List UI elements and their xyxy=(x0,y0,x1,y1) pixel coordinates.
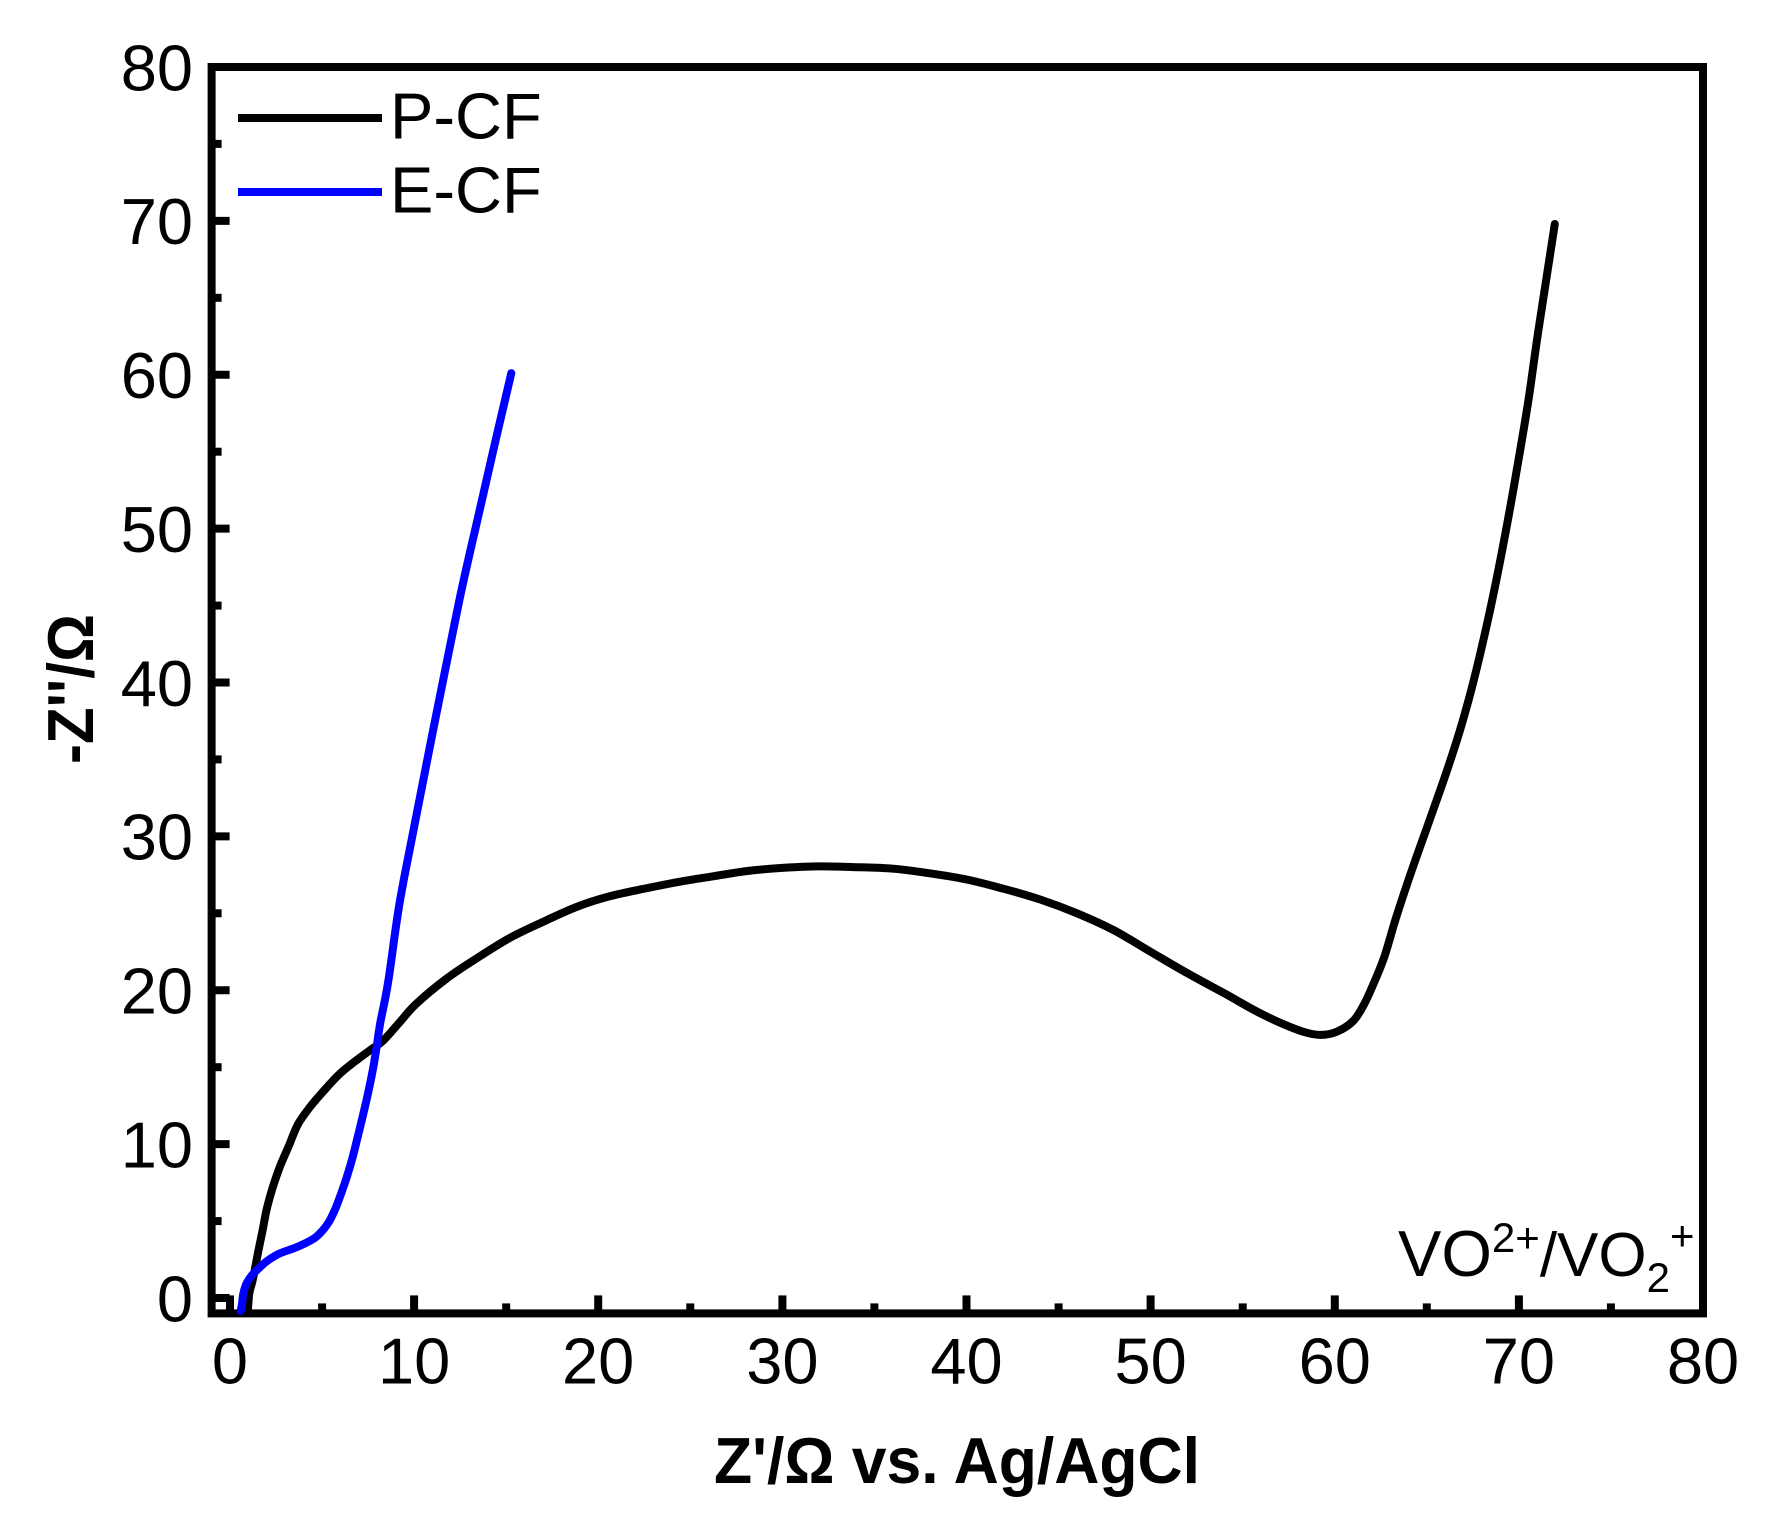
svg-text:30: 30 xyxy=(121,801,193,874)
svg-text:VO2+/VO2+: VO2+/VO2+ xyxy=(1398,1212,1695,1301)
svg-text:20: 20 xyxy=(121,955,193,1028)
svg-text:80: 80 xyxy=(1667,1325,1739,1398)
svg-text:40: 40 xyxy=(121,647,193,720)
svg-text:E-CF: E-CF xyxy=(390,154,542,227)
svg-text:60: 60 xyxy=(1299,1325,1371,1398)
svg-text:50: 50 xyxy=(121,493,193,566)
svg-text:20: 20 xyxy=(562,1325,634,1398)
svg-text:Z'/Ω vs. Ag/AgCl: Z'/Ω vs. Ag/AgCl xyxy=(714,1424,1200,1497)
svg-text:60: 60 xyxy=(121,339,193,412)
svg-text:0: 0 xyxy=(212,1325,248,1398)
svg-text:0: 0 xyxy=(157,1262,193,1335)
svg-text:70: 70 xyxy=(121,185,193,258)
svg-text:10: 10 xyxy=(121,1108,193,1181)
svg-text:50: 50 xyxy=(1114,1325,1186,1398)
svg-text:-Z''/Ω: -Z''/Ω xyxy=(34,614,107,764)
svg-text:80: 80 xyxy=(121,31,193,104)
svg-text:P-CF: P-CF xyxy=(390,80,542,153)
svg-text:10: 10 xyxy=(378,1325,450,1398)
svg-text:30: 30 xyxy=(746,1325,818,1398)
svg-text:40: 40 xyxy=(930,1325,1002,1398)
svg-text:70: 70 xyxy=(1483,1325,1555,1398)
